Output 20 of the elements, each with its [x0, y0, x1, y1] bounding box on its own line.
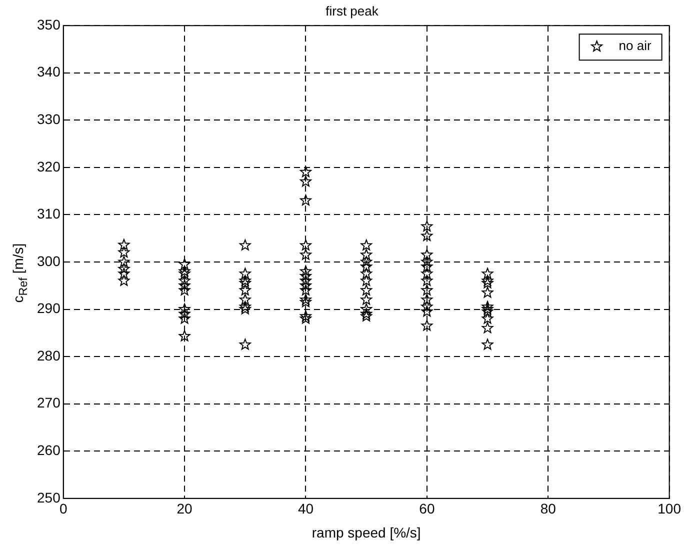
y-tick-label: 330 — [37, 111, 61, 128]
x-tick-label: 20 — [176, 500, 193, 517]
y-tick-label: 270 — [37, 394, 61, 411]
y-tick-label: 260 — [37, 442, 61, 458]
y-tick-label: 350 — [37, 16, 61, 32]
y-tick-label: 280 — [37, 347, 61, 364]
y-tick-label: 250 — [37, 489, 61, 506]
y-tick-label: 310 — [37, 206, 61, 222]
y-tick-label: 290 — [37, 300, 61, 316]
x-tick-label: 100 — [658, 500, 682, 517]
y-tick-label: 300 — [37, 252, 61, 269]
chart-title: first peak — [326, 3, 379, 18]
x-tick-label: 40 — [298, 500, 314, 517]
x-tick-label: 80 — [540, 500, 556, 517]
y-tick-label: 340 — [37, 64, 61, 80]
x-tick-label: 0 — [59, 500, 68, 517]
legend-label: no air — [618, 38, 652, 54]
y-tick-label: 320 — [37, 158, 61, 174]
x-tick-label: 60 — [419, 500, 435, 517]
x-axis-title: ramp speed [%/s] — [312, 524, 421, 540]
